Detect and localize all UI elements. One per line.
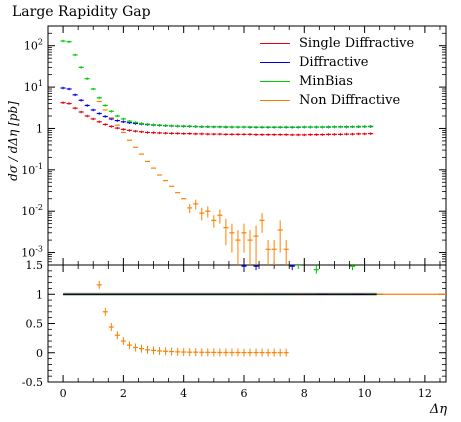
legend-swatch-diffractive xyxy=(260,62,290,63)
ratio-y-tick-label: 0 xyxy=(36,347,43,360)
legend-item-diffractive: Diffractive xyxy=(260,53,414,72)
x-tick-label: 2 xyxy=(120,387,127,400)
x-tick-label: 0 xyxy=(60,387,67,400)
y-tick-label: 102 xyxy=(24,38,43,53)
legend-label: Diffractive xyxy=(299,55,369,70)
y-tick-label: 1 xyxy=(36,122,43,135)
legend-swatch-single-diffractive xyxy=(260,43,290,44)
chart-title: Large Rapidity Gap xyxy=(12,4,151,20)
legend-swatch-minbias xyxy=(260,81,290,82)
series-minbias xyxy=(60,39,374,129)
legend-label: Single Diffractive xyxy=(299,36,415,51)
y-tick-label: 10-3 xyxy=(21,245,43,260)
series-non-diffractive xyxy=(96,100,289,265)
y-axis-label: dσ / dΔη [pb] xyxy=(6,101,20,181)
x-tick-label: 6 xyxy=(240,387,247,400)
ratio-y-tick-label: 1 xyxy=(36,288,43,301)
ratio-series-non-diffractive xyxy=(96,280,289,357)
legend-item-non-diffractive: Non Diffractive xyxy=(260,91,414,110)
legend-label: Non Diffractive xyxy=(299,93,401,108)
ratio-panel-frame xyxy=(47,264,447,383)
legend-item-minbias: MinBias xyxy=(260,72,414,91)
x-tick-label: 10 xyxy=(358,387,372,400)
ratio-y-tick-label: -0.5 xyxy=(22,376,43,389)
legend-label: MinBias xyxy=(299,74,353,89)
x-tick-label: 8 xyxy=(301,387,308,400)
x-tick-label: 4 xyxy=(180,387,187,400)
x-tick-label: 12 xyxy=(418,387,432,400)
legend-swatch-non-diffractive xyxy=(260,100,290,101)
ratio-y-tick-label: 1.5 xyxy=(26,259,44,272)
y-tick-label: 101 xyxy=(24,79,43,94)
x-axis-label: Δη xyxy=(429,402,447,417)
series-single-diffractive xyxy=(60,101,374,137)
y-tick-label: 10-1 xyxy=(21,162,43,177)
legend-item-single-diffractive: Single Diffractive xyxy=(260,34,414,53)
y-tick-label: 10-2 xyxy=(21,203,43,218)
ratio-y-tick-label: 0.5 xyxy=(26,318,44,331)
legend: Single Diffractive Diffractive MinBias N… xyxy=(260,34,414,110)
